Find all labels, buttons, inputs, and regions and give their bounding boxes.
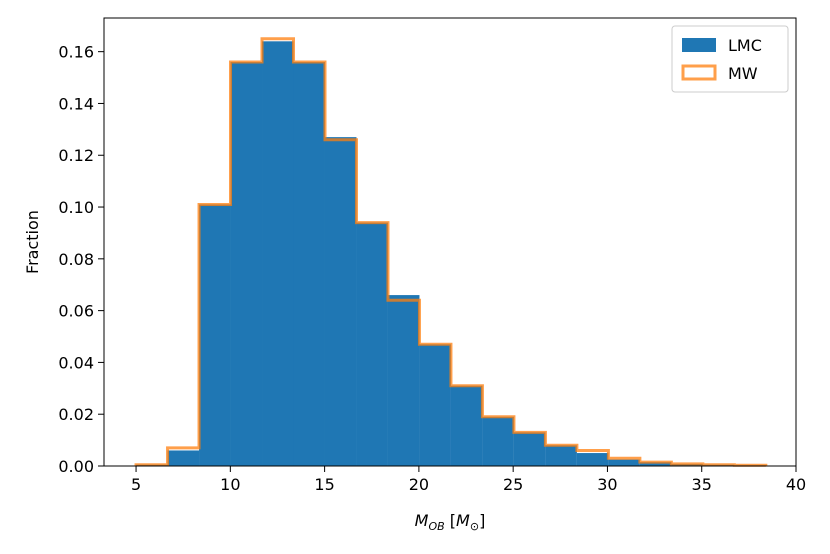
y-tick-label: 0.00 xyxy=(58,457,94,476)
x-tick-label: 20 xyxy=(409,475,429,494)
y-tick-label: 0.02 xyxy=(58,405,94,424)
x-axis-title-subscript: OB xyxy=(428,520,444,533)
y-tick-label: 0.16 xyxy=(58,43,94,62)
y-tick-label: 0.12 xyxy=(58,146,94,165)
lmc-bar xyxy=(356,222,388,466)
x-tick-label: 35 xyxy=(692,475,712,494)
plot-area xyxy=(134,37,768,467)
lmc-bar xyxy=(513,432,546,466)
mw-step-line xyxy=(134,37,768,467)
x-axis-title-part: [ xyxy=(445,511,456,530)
x-axis-title-part: ] xyxy=(479,511,485,530)
legend-lmc-label: LMC xyxy=(728,36,762,55)
axes: 5 10 15 20 25 30 35 40 0.00 0.02 0.04 0.06 0.08 0.10 0… xyxy=(23,17,806,533)
x-axis-title-part: M xyxy=(415,511,429,530)
legend-mw-label: MW xyxy=(728,64,758,83)
legend: LMC MW xyxy=(671,25,789,93)
y-tick-label: 0.08 xyxy=(58,250,94,269)
lmc-bar xyxy=(482,416,514,466)
x-tick-label: 30 xyxy=(597,475,617,494)
y-tick-label: 0.04 xyxy=(58,353,94,372)
x-tick-label: 10 xyxy=(220,475,240,494)
x-axis-title: MOB [M⊙] xyxy=(415,511,486,533)
lmc-bar xyxy=(199,204,231,466)
lmc-bar xyxy=(324,137,357,466)
axes-frame xyxy=(103,17,797,467)
lmc-bar xyxy=(230,62,263,466)
lmc-bar xyxy=(545,445,577,466)
x-tick-label: 15 xyxy=(314,475,334,494)
lmc-bar xyxy=(576,453,609,466)
lmc-bar xyxy=(450,385,483,466)
lmc-bar xyxy=(419,344,451,466)
lmc-bar xyxy=(167,450,200,466)
legend-mw-swatch xyxy=(681,64,717,81)
y-tick-label: 0.06 xyxy=(58,302,94,321)
lmc-bar xyxy=(293,62,325,466)
y-axis-title: Fraction xyxy=(23,210,42,274)
x-axis-title-part: M xyxy=(456,511,470,530)
y-tick-label: 0.14 xyxy=(58,94,94,113)
x-tick-label: 40 xyxy=(786,475,806,494)
lmc-bar xyxy=(387,295,420,466)
x-axis-title-subscript: ⊙ xyxy=(470,520,479,533)
legend-lmc-swatch xyxy=(682,38,716,52)
lmc-bar xyxy=(639,462,672,466)
lmc-bar xyxy=(262,41,294,466)
lmc-bar xyxy=(608,459,640,466)
x-tick-label: 5 xyxy=(131,475,141,494)
x-tick-label: 25 xyxy=(503,475,523,494)
y-tick-label: 0.10 xyxy=(58,198,94,217)
